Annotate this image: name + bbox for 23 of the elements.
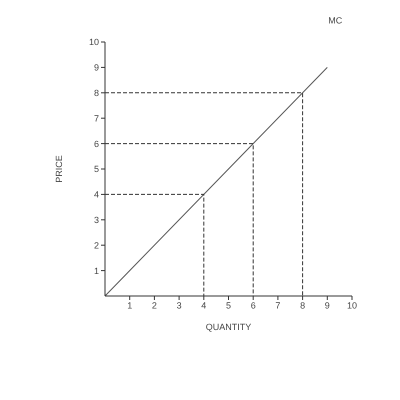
x-tick-label: 7	[275, 300, 280, 310]
x-tick-label: 6	[250, 300, 256, 310]
y-tick-label: 5	[94, 164, 99, 174]
x-tick-label: 3	[176, 300, 182, 310]
y-tick-label: 9	[94, 62, 99, 73]
y-tick-label: 7	[94, 113, 99, 124]
x-tick-label: 4	[201, 300, 206, 310]
x-tick-label: 10	[346, 300, 358, 310]
x-tick-label: 1	[127, 300, 132, 310]
y-tick-label: 10	[88, 37, 99, 48]
text: MC	[328, 15, 343, 26]
x-tick-label: 5	[226, 300, 232, 310]
x-tick-label: 9	[324, 300, 330, 310]
y-tick-label: 6	[94, 138, 99, 149]
x-tick-label: 8	[300, 300, 306, 310]
x-tick-label: 2	[152, 300, 157, 310]
y-tick-label: 4	[94, 190, 99, 200]
x-axis-title: QUANTITY	[206, 322, 252, 332]
y-tick-label: 1	[94, 266, 99, 276]
y-tick-label: 8	[94, 88, 99, 98]
y-tick-label: 3	[94, 214, 99, 225]
y-tick-label: 2	[94, 240, 99, 250]
y-axis-title: PRICE	[54, 155, 64, 183]
